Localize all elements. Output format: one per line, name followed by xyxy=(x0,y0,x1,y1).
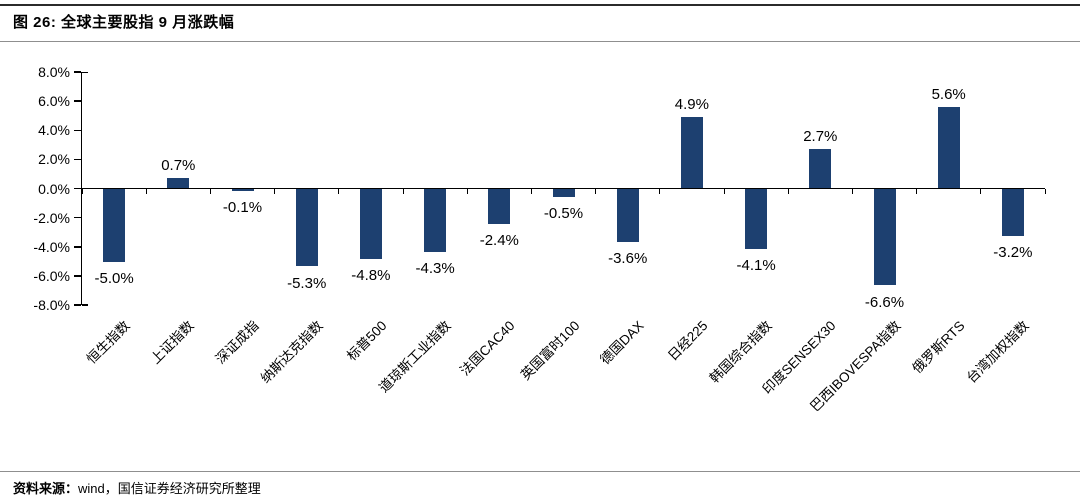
category-label: 上证指数 xyxy=(148,318,197,367)
category-label: 巴西IBOVESPA指数 xyxy=(806,318,904,415)
bar xyxy=(167,178,190,189)
x-tick xyxy=(81,189,83,195)
bar xyxy=(359,189,382,260)
x-tick xyxy=(145,189,147,195)
x-tick xyxy=(916,189,918,195)
category-label: 日经225 xyxy=(664,318,711,364)
bar-value-label: -5.3% xyxy=(287,274,327,292)
bar xyxy=(745,189,768,249)
category-label: 法国CAC40 xyxy=(457,318,518,379)
x-tick xyxy=(659,189,661,195)
y-tick xyxy=(74,71,81,73)
bar-value-label: -5.0% xyxy=(94,270,134,288)
bar xyxy=(424,189,447,252)
category-label: 韩国综合指数 xyxy=(706,318,775,386)
bar-value-label: -2.4% xyxy=(479,232,519,250)
y-tick xyxy=(74,275,81,277)
bar xyxy=(1001,189,1024,236)
bar-value-label: -0.5% xyxy=(543,204,584,222)
y-tick xyxy=(74,216,81,219)
x-tick xyxy=(787,189,789,195)
category-label: 俄罗斯RTS xyxy=(909,318,968,377)
y-tick-label: -4.0% xyxy=(33,238,70,255)
source-line: 资料来源：wind，国信证券经济研究所整理 xyxy=(13,478,261,497)
y-tick-label: 8.0% xyxy=(38,64,70,80)
bar-value-label: -4.3% xyxy=(415,260,455,278)
y-tick-label: -2.0% xyxy=(33,209,70,226)
footer-rule xyxy=(0,471,1080,472)
category-label: 台湾加权指数 xyxy=(963,318,1032,386)
bar-value-label: -4.1% xyxy=(736,257,776,275)
y-tick xyxy=(74,187,81,190)
y-tick xyxy=(74,129,81,131)
category-label: 印度SENSEX30 xyxy=(759,318,839,398)
bar-value-label: -6.6% xyxy=(864,293,905,311)
bar xyxy=(937,106,960,189)
category-label: 德国DAX xyxy=(596,318,647,368)
y-tick-label: 4.0% xyxy=(38,122,70,139)
y-tick xyxy=(74,304,81,306)
bar xyxy=(680,117,703,189)
y-tick-label: 0.0% xyxy=(38,180,70,197)
top-rule xyxy=(0,4,1080,6)
y-axis-top-cap xyxy=(82,71,88,73)
x-tick xyxy=(851,189,854,195)
bar xyxy=(231,189,254,191)
y-tick-label: 6.0% xyxy=(38,93,70,110)
bar-chart: 8.0% 6.0% 4.0% 2.0% 0.0% -2.0% -4.0% -6.0% -8.0%… xyxy=(33,64,1046,415)
x-tick xyxy=(466,189,468,195)
bar xyxy=(552,189,575,197)
x-axis-zero-line xyxy=(82,187,1045,190)
bar xyxy=(295,189,318,267)
bar xyxy=(488,189,511,225)
x-tick xyxy=(338,189,340,195)
bar-value-label: 2.7% xyxy=(803,128,838,146)
category-label: 恒生指数 xyxy=(83,318,133,367)
bar-value-label: -4.8% xyxy=(351,267,391,285)
bar xyxy=(873,189,896,286)
y-tick-label: 2.0% xyxy=(38,151,70,168)
bar-value-label: 5.6% xyxy=(931,85,966,103)
bar xyxy=(809,149,832,189)
y-axis-bottom-cap xyxy=(82,304,88,306)
x-tick xyxy=(209,189,212,195)
y-tick-label: -8.0% xyxy=(33,297,70,313)
x-tick xyxy=(980,189,982,195)
y-tick xyxy=(74,100,81,102)
title-rule xyxy=(0,41,1080,42)
y-axis-line xyxy=(80,72,82,305)
y-tick xyxy=(74,158,81,161)
category-label: 英国富时100 xyxy=(517,318,583,383)
x-tick xyxy=(402,189,404,195)
x-tick xyxy=(1044,189,1046,195)
x-tick xyxy=(530,189,533,195)
y-tick xyxy=(74,246,81,248)
category-label: 标普500 xyxy=(343,318,390,364)
bar-value-label: -3.2% xyxy=(993,244,1033,262)
category-label: 深证成指 xyxy=(212,318,262,367)
source-label: 资料来源： xyxy=(13,481,79,496)
bar xyxy=(103,189,126,263)
figure-title: 图 26: 全球主要股指 9 月涨跌幅 xyxy=(13,14,235,31)
x-tick xyxy=(274,189,276,195)
bar-value-label: 0.7% xyxy=(161,157,196,175)
source-text: wind，国信证券经济研究所整理 xyxy=(78,481,261,496)
bar xyxy=(616,189,639,242)
category-label: 道琼斯工业指数 xyxy=(376,318,454,396)
bar-value-label: -3.6% xyxy=(608,249,648,267)
y-tick-label: -6.0% xyxy=(33,267,70,284)
bar-value-label: -0.1% xyxy=(222,199,263,216)
x-tick xyxy=(723,189,725,195)
x-tick xyxy=(595,189,597,195)
category-label: 纳斯达克指数 xyxy=(257,318,326,386)
bar-value-label: 4.9% xyxy=(674,96,709,114)
